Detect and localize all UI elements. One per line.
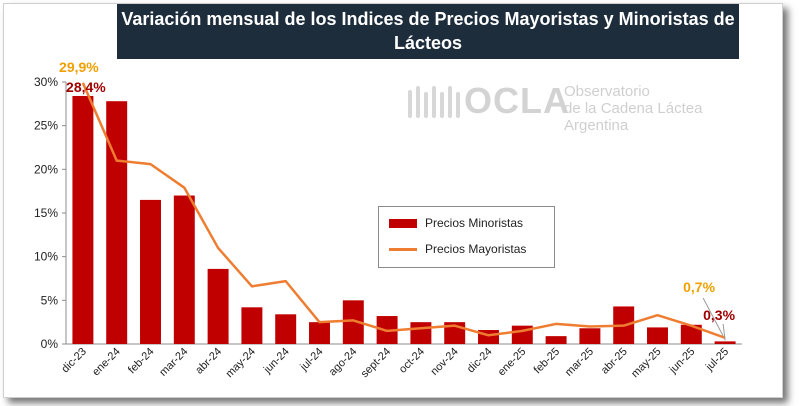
data-label: 28,4% bbox=[66, 79, 106, 95]
legend-item-mayoristas: Precios Mayoristas bbox=[389, 241, 526, 257]
x-tick-label: jul-25 bbox=[703, 346, 731, 374]
x-tick-label: ene-25 bbox=[496, 346, 529, 379]
bar-minoristas bbox=[647, 327, 668, 344]
y-tick-label: 0% bbox=[41, 337, 59, 351]
y-tick-label: 10% bbox=[34, 250, 58, 264]
x-tick-label: sept-24 bbox=[359, 346, 393, 380]
legend-label-mayoristas: Precios Mayoristas bbox=[425, 242, 527, 256]
y-tick-label: 20% bbox=[34, 162, 58, 176]
bar-minoristas bbox=[680, 324, 702, 344]
ocla-logo-mark-icon bbox=[408, 86, 460, 118]
leader-line-minoristas bbox=[722, 323, 726, 341]
legend-swatch-bar bbox=[389, 218, 417, 228]
data-label: 29,9% bbox=[59, 59, 99, 75]
y-tick-label: 15% bbox=[34, 206, 58, 220]
x-tick-label: jun-24 bbox=[261, 346, 292, 377]
ocla-logo-subtitle: Observatorio de la Cadena Láctea Argenti… bbox=[564, 83, 702, 134]
chart-title-line-1: Variación mensual de los Indices de Prec… bbox=[121, 9, 735, 53]
chart-legend: Precios Minoristas Precios Mayoristas bbox=[378, 206, 555, 268]
y-tick-label: 25% bbox=[34, 119, 58, 133]
data-label: 0,3% bbox=[703, 307, 735, 323]
ocla-logo-name: OCLA bbox=[464, 80, 570, 121]
bar-minoristas bbox=[309, 322, 330, 344]
x-tick-label: ago-24 bbox=[327, 346, 360, 379]
x-tick-label: abr-24 bbox=[193, 346, 224, 377]
y-tick-label: 30% bbox=[34, 75, 58, 89]
bar-minoristas bbox=[545, 336, 567, 344]
ocla-logo-sub-3: Argentina bbox=[564, 117, 629, 134]
y-tick-label: 5% bbox=[41, 293, 59, 307]
x-tick-label: jul-24 bbox=[297, 346, 325, 374]
x-tick-label: dic-24 bbox=[465, 346, 495, 376]
legend-swatch-line bbox=[389, 247, 417, 251]
bar-minoristas bbox=[106, 101, 128, 344]
ocla-logo-sub-1: Observatorio bbox=[564, 83, 650, 100]
x-tick-label: abr-25 bbox=[599, 346, 630, 377]
bar-minoristas bbox=[714, 341, 736, 344]
x-tick-label: oct-24 bbox=[397, 346, 427, 376]
bar-minoristas bbox=[579, 328, 601, 344]
ocla-logo-sub-2: de la Cadena Láctea bbox=[564, 100, 703, 117]
bar-minoristas bbox=[241, 307, 263, 344]
x-tick-label: ene-24 bbox=[90, 346, 123, 379]
bar-minoristas bbox=[72, 95, 94, 345]
chart-title: Variación mensual de los Indices de Prec… bbox=[117, 4, 739, 77]
x-tick-label: may-25 bbox=[629, 346, 663, 380]
bar-minoristas bbox=[410, 322, 432, 344]
leader-line-mayoristas bbox=[702, 297, 724, 337]
bar-minoristas bbox=[173, 195, 195, 344]
x-tick-label: feb-25 bbox=[532, 346, 563, 377]
bar-minoristas bbox=[140, 199, 161, 344]
x-tick-label: dic-23 bbox=[59, 346, 89, 376]
bar-minoristas bbox=[342, 300, 364, 344]
bar-minoristas bbox=[275, 314, 297, 344]
data-label: 0,7% bbox=[683, 279, 715, 295]
x-tick-label: feb-24 bbox=[126, 346, 157, 377]
x-tick-label: nov-24 bbox=[429, 346, 461, 378]
x-tick-label: mar-25 bbox=[563, 346, 596, 379]
ocla-logo: OCLA Observatorio de la Cadena Láctea Ar… bbox=[400, 78, 710, 138]
x-tick-label: mar-24 bbox=[157, 346, 190, 379]
x-tick-label: jun-25 bbox=[667, 346, 698, 377]
legend-label-minoristas: Precios Minoristas bbox=[425, 216, 524, 230]
bar-minoristas bbox=[207, 268, 229, 344]
chart-title-line-2: de INDEC bbox=[386, 57, 469, 77]
legend-item-minoristas: Precios Minoristas bbox=[389, 215, 523, 231]
line-mayoristas bbox=[81, 82, 726, 340]
x-tick-label: may-24 bbox=[224, 346, 258, 380]
